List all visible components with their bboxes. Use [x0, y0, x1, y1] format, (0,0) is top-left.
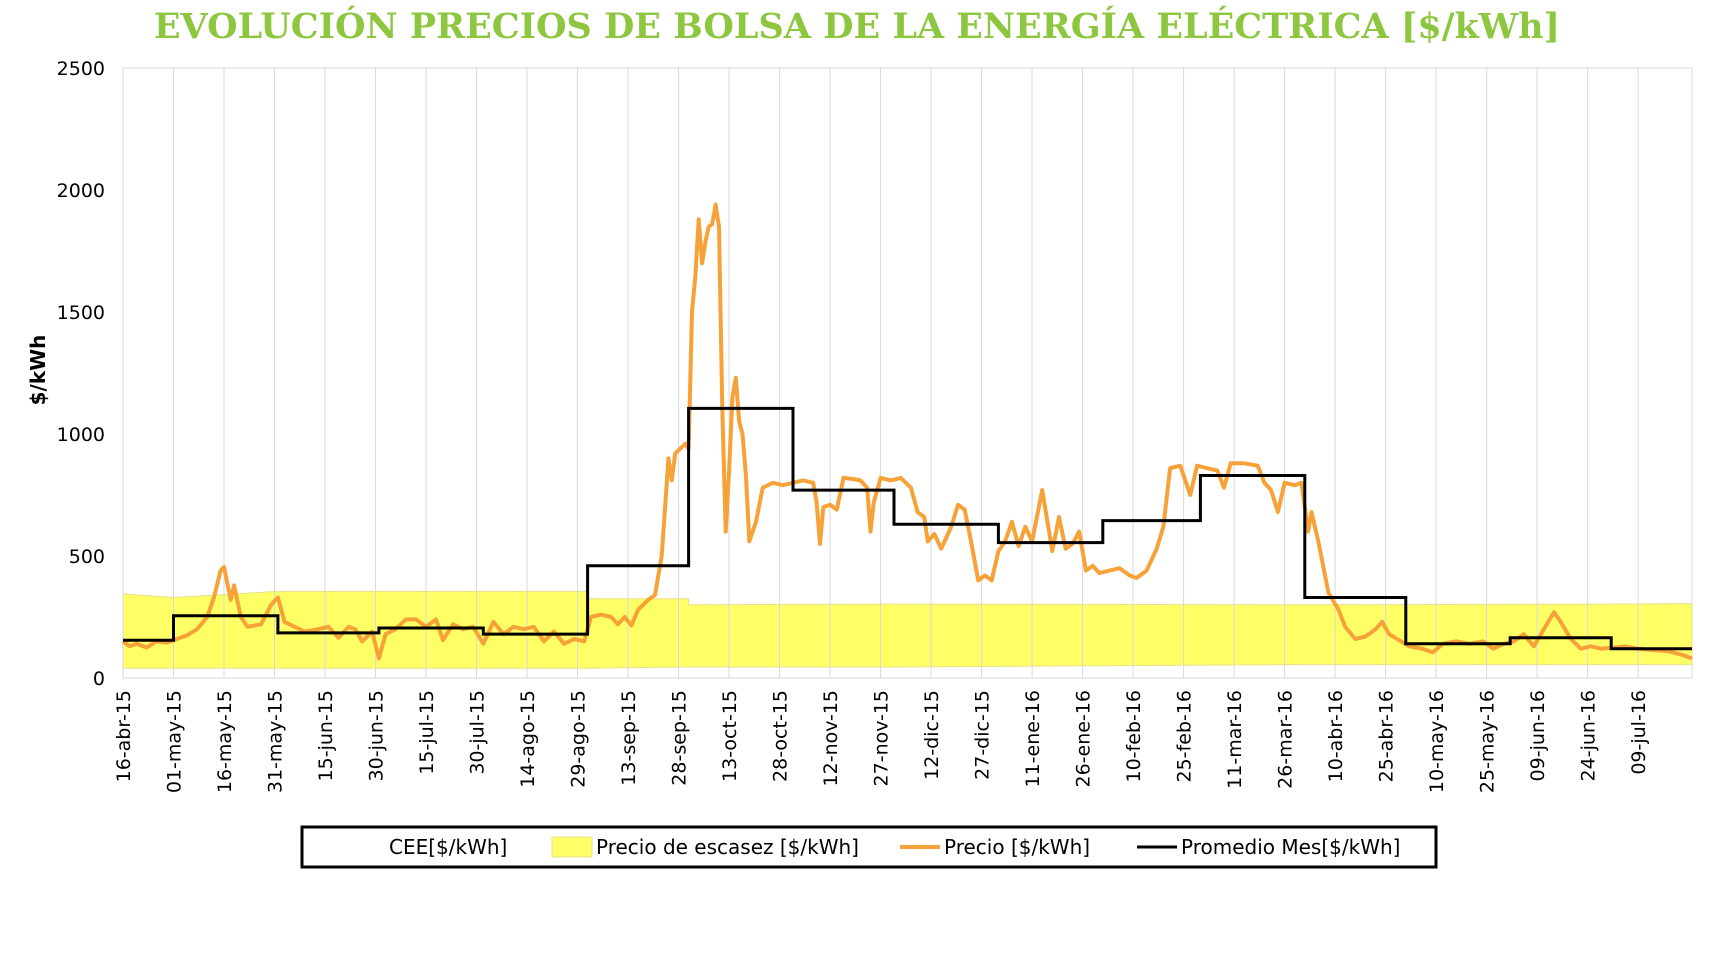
x-tick-label: 10-feb-16 [1123, 690, 1145, 783]
x-tick-label: 09-jun-16 [1527, 690, 1549, 781]
x-tick-label: 14-ago-15 [517, 690, 539, 788]
legend-swatch-scarcity [551, 836, 593, 858]
x-tick-label: 16-abr-15 [113, 690, 135, 782]
legend-label: CEE[$/kWh] [389, 835, 507, 859]
x-tick-label: 15-jun-15 [315, 690, 337, 781]
legend: CEE[$/kWh] Precio de escasez [$/kWh] Preci… [300, 825, 1438, 869]
legend-label: Precio de escasez [$/kWh] [596, 835, 859, 859]
x-tick-label: 25-abr-16 [1376, 690, 1398, 782]
chart-title: EVOLUCIÓN PRECIOS DE BOLSA DE LA ENERGÍA… [153, 6, 1561, 47]
y-axis-label: $/kWh [26, 335, 50, 406]
y-tick-label: 2000 [57, 180, 105, 202]
x-tick-label: 12-nov-15 [820, 690, 842, 786]
plot-border [122, 67, 1693, 679]
price-line [121, 202, 1693, 661]
y-axis: 0 500 1000 1500 2000 2500 $/kWh [26, 58, 105, 690]
x-tick-label: 26-mar-16 [1275, 690, 1297, 789]
y-tick-label: 2500 [57, 58, 105, 80]
x-tick-label: 31-may-15 [265, 690, 287, 793]
x-tick-label: 12-dic-15 [921, 690, 943, 780]
monthly-average-line [123, 406, 1692, 651]
legend-box [300, 825, 1438, 869]
y-tick-label: 0 [93, 668, 105, 690]
x-tick-label: 10-may-16 [1426, 690, 1448, 793]
x-tick-label: 25-feb-16 [1174, 690, 1196, 783]
x-axis: 16-abr-15 01-may-15 16-may-15 31-may-15 15-j… [113, 690, 1650, 793]
y-tick-label: 500 [69, 546, 105, 568]
legend-label: Precio [$/kWh] [944, 835, 1090, 859]
x-tick-label: 26-ene-16 [1073, 690, 1095, 788]
x-tick-label: 13-sep-15 [618, 690, 640, 786]
x-tick-label: 16-may-15 [214, 690, 236, 793]
x-tick-label: 28-oct-15 [770, 690, 792, 782]
x-tick-label: 27-nov-15 [871, 690, 893, 786]
x-tick-label: 29-ago-15 [568, 690, 590, 788]
x-tick-label: 01-may-15 [164, 690, 186, 793]
monthly-average-series [123, 406, 1692, 651]
price-series [121, 202, 1693, 661]
x-tick-label: 11-mar-16 [1224, 690, 1246, 789]
y-tick-label: 1000 [57, 424, 105, 446]
x-tick-label: 30-jun-15 [366, 690, 388, 781]
legend-label: Promedio Mes[$/kWh] [1181, 835, 1400, 859]
plot-area [122, 67, 1693, 679]
vertical-gridlines [122, 68, 1639, 678]
x-tick-label: 15-jul-15 [416, 690, 438, 775]
x-tick-label: 24-jun-16 [1578, 690, 1600, 781]
y-tick-label: 1500 [57, 302, 105, 324]
x-tick-label: 30-jul-15 [467, 690, 489, 775]
x-tick-label: 13-oct-15 [719, 690, 741, 782]
x-tick-label: 27-dic-15 [972, 690, 994, 780]
x-tick-label: 09-jul-16 [1628, 690, 1650, 775]
x-tick-label: 25-may-16 [1477, 690, 1499, 793]
x-tick-label: 10-abr-16 [1325, 690, 1347, 782]
x-tick-label: 11-ene-16 [1022, 690, 1044, 788]
x-tick-label: 28-sep-15 [669, 690, 691, 786]
